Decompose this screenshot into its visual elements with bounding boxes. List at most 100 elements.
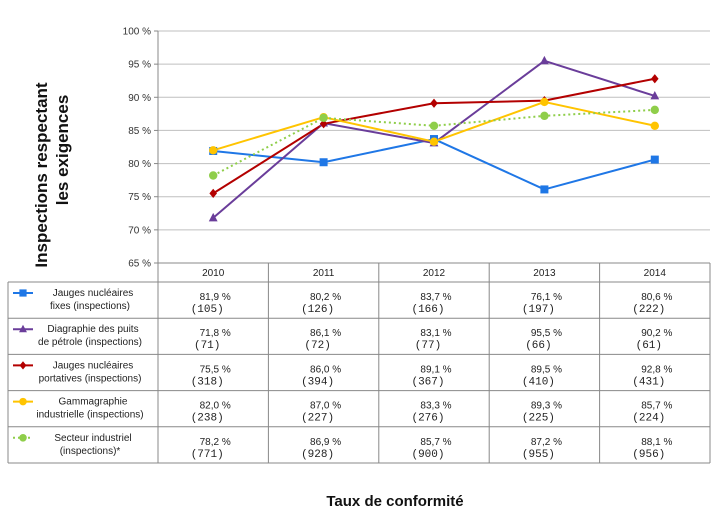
- x-axis-title: Taux de conformité: [326, 493, 463, 510]
- table-cell-count: (367): [411, 376, 444, 388]
- table-cell-value: 87,2 %: [531, 437, 562, 448]
- legend-marker: [19, 324, 27, 333]
- y-axis-ticks: 65 % 70 % 75 % 80 % 85 % 90 % 95 % 100 %: [123, 27, 151, 270]
- data-point: [319, 113, 328, 123]
- data-point: [540, 185, 549, 194]
- category-label: 2011: [313, 268, 335, 279]
- y-axis-title-line-2: les exigences: [53, 95, 72, 206]
- y-tick-label: 95 %: [128, 60, 151, 71]
- table-cell-value: 80,6 %: [641, 292, 672, 303]
- table-cell-count: (318): [191, 376, 224, 388]
- table-cell-count: (431): [632, 376, 665, 388]
- y-tick-label: 70 %: [128, 225, 151, 236]
- data-point: [650, 155, 659, 164]
- y-tick-label: 90 %: [128, 93, 151, 104]
- table-cell-count: (956): [632, 449, 665, 461]
- y-tick-label: 100 %: [123, 27, 151, 38]
- table-cell-value: 83,7 %: [420, 292, 451, 303]
- table-cell-count: (928): [301, 449, 334, 461]
- legend-marker: [19, 397, 27, 406]
- series-line: [213, 138, 656, 191]
- table-cell-count: (126): [301, 304, 334, 316]
- data-point: [650, 90, 660, 100]
- data-point: [430, 98, 438, 108]
- table-cell-count: (238): [191, 413, 224, 425]
- table-cell-count: (227): [301, 413, 334, 425]
- category-label: 2010: [202, 268, 225, 279]
- table-cell-value: 88,1 %: [641, 437, 672, 448]
- legend-label: Gammagraphie: [59, 397, 128, 408]
- data-table: 2010 2011 2012 2013 2014 Jauges nucléaires fix…: [7, 262, 711, 464]
- table-cell-count: (394): [301, 376, 334, 388]
- table-cell-value: 89,5 %: [531, 364, 562, 375]
- table-cell-value: 76,1 %: [531, 292, 562, 303]
- data-point: [208, 212, 218, 222]
- table-cell-count: (61): [636, 340, 662, 352]
- table-cell-value: 82,0 %: [200, 401, 231, 412]
- table-cell-value: 86,1 %: [310, 328, 341, 339]
- category-label: 2012: [423, 268, 446, 279]
- table-cell-value: 92,8 %: [641, 364, 672, 375]
- legend-label: Jauges nucléaires: [53, 360, 134, 371]
- table-cell-value: 83,1 %: [420, 328, 451, 339]
- table-cell-count: (72): [304, 340, 330, 352]
- y-axis-title: Inspections respectant les exigences: [32, 82, 72, 268]
- table-cell-count: (225): [522, 413, 555, 425]
- y-tick-label: 80 %: [128, 159, 151, 170]
- y-tick-label: 65 %: [128, 259, 151, 270]
- table-cell-count: (955): [522, 449, 555, 461]
- data-point: [651, 74, 659, 84]
- data-point: [429, 137, 439, 146]
- data-point: [209, 171, 218, 180]
- table-cell-value: 89,3 %: [531, 401, 562, 412]
- table-cell-count: (66): [525, 340, 551, 352]
- table-cell-value: 80,2 %: [310, 292, 341, 303]
- legend-marker: [19, 289, 27, 297]
- table-cell-value: 95,5 %: [531, 328, 562, 339]
- table-cell-value: 85,7 %: [420, 437, 451, 448]
- table-cell-value: 87,0 %: [310, 401, 341, 412]
- table-cell-count: (771): [191, 449, 224, 461]
- gridlines: [154, 30, 710, 264]
- data-point: [429, 121, 439, 130]
- series-markers: [208, 55, 660, 222]
- table-cell-value: 71,8 %: [200, 328, 231, 339]
- table-cell-value: 83,3 %: [420, 401, 451, 412]
- legend-marker: [19, 361, 27, 370]
- legend-marker: [19, 434, 27, 442]
- data-point: [540, 55, 549, 65]
- table-cell-count: (900): [411, 449, 444, 461]
- legend-label: industrielle (inspections): [36, 410, 143, 421]
- data-point: [319, 158, 328, 167]
- table-cell-count: (105): [191, 304, 224, 316]
- table-cell-value: 78,2 %: [200, 437, 231, 448]
- legend-label: Jauges nucléaires: [53, 288, 134, 299]
- table-cell-value: 86,0 %: [310, 364, 341, 375]
- y-tick-label: 85 %: [128, 126, 151, 137]
- table-cell-count: (224): [632, 413, 665, 425]
- table-cell-count: (166): [411, 304, 444, 316]
- table-cell-value: 81,9 %: [200, 292, 231, 303]
- table-cell-count: (77): [415, 340, 441, 352]
- table-cell-value: 75,5 %: [200, 364, 231, 375]
- y-tick-label: 75 %: [128, 192, 151, 203]
- data-point: [650, 105, 659, 115]
- table-cell-value: 86,9 %: [310, 437, 341, 448]
- table-cell-value: 85,7 %: [641, 401, 672, 412]
- legend-label: fixes (inspections): [50, 301, 130, 312]
- table-cell-value: 90,2 %: [641, 328, 672, 339]
- legend-label: Diagraphie des puits: [47, 324, 138, 335]
- table-cell-count: (71): [194, 340, 220, 352]
- table-cell-count: (222): [632, 304, 665, 316]
- legend-label: de pétrole (inspections): [38, 337, 142, 348]
- data-point: [209, 188, 217, 198]
- table-cell-count: (197): [522, 304, 555, 316]
- data-point: [209, 146, 218, 155]
- y-axis-title-line-1: Inspections respectant: [32, 82, 51, 268]
- legend-label: (inspections)*: [60, 446, 121, 457]
- table-cell-value: 89,1 %: [420, 364, 451, 375]
- data-point: [540, 111, 549, 121]
- table-cell-count: (276): [411, 413, 444, 425]
- data-point: [540, 97, 549, 107]
